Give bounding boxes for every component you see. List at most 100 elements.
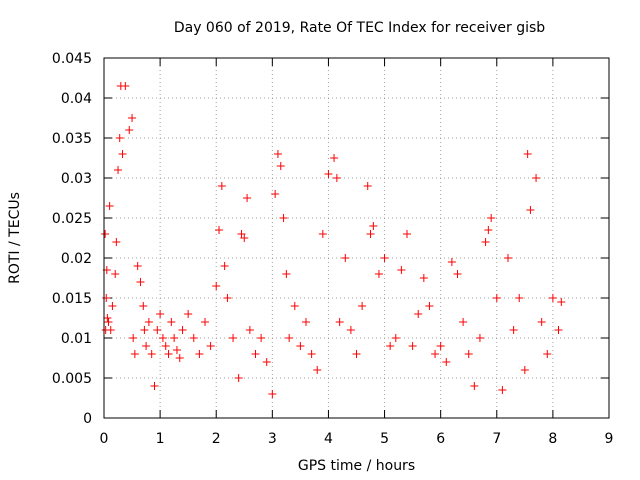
data-point-marker	[142, 342, 151, 350]
data-point-marker	[114, 166, 123, 174]
data-point-marker	[419, 274, 428, 282]
data-point-marker	[201, 318, 209, 326]
data-point-marker	[153, 326, 162, 334]
grid-layer	[104, 58, 609, 418]
data-point-marker	[369, 222, 378, 230]
data-point-marker	[374, 270, 383, 278]
data-point-marker	[436, 342, 445, 350]
data-point-marker	[526, 206, 535, 214]
x-tick-label: 7	[492, 431, 501, 447]
data-point-marker	[115, 134, 124, 142]
data-point-marker	[447, 258, 456, 266]
data-point-marker	[220, 262, 229, 270]
y-tick-label: 0.01	[61, 331, 92, 347]
data-point-marker	[234, 374, 243, 382]
data-point-marker	[341, 254, 350, 262]
plot-area-frame	[103, 57, 610, 419]
x-tick-label: 2	[212, 431, 221, 447]
data-point-marker	[442, 358, 451, 366]
data-point-marker	[459, 318, 468, 326]
data-point-marker	[307, 350, 316, 358]
data-point-marker	[397, 266, 406, 274]
data-point-marker	[243, 194, 252, 202]
x-tick-label: 1	[156, 431, 165, 447]
y-tick-label: 0.025	[52, 211, 92, 227]
data-point-marker	[112, 238, 121, 246]
data-point-marker	[240, 234, 249, 242]
x-tick-label: 9	[605, 431, 614, 447]
data-point-marker	[195, 350, 204, 358]
data-point-marker	[104, 318, 113, 326]
data-point-marker	[296, 342, 305, 350]
data-point-marker	[532, 174, 541, 182]
data-point-marker	[414, 310, 423, 318]
data-point-marker	[175, 354, 184, 362]
data-point-marker	[279, 214, 288, 222]
data-point-marker	[170, 334, 179, 342]
data-point-marker	[431, 350, 440, 358]
data-point-marker	[282, 270, 291, 278]
data-point-marker	[425, 302, 434, 310]
data-point-marker	[102, 294, 111, 302]
data-point-marker	[520, 366, 529, 374]
data-point-marker	[509, 326, 518, 334]
data-point-marker	[268, 390, 277, 398]
data-point-marker	[313, 366, 322, 374]
data-point-marker	[453, 270, 462, 278]
data-point-marker	[156, 310, 165, 318]
data-point-marker	[548, 294, 557, 302]
x-tick-label: 3	[268, 431, 277, 447]
data-point-marker	[273, 150, 282, 158]
data-point-marker	[229, 334, 238, 342]
data-point-marker	[136, 278, 145, 286]
data-point-marker	[178, 326, 187, 334]
data-point-marker	[346, 326, 355, 334]
data-point-marker	[101, 230, 110, 238]
data-point-marker	[330, 154, 339, 162]
x-tick-layer: 0 1 2 3 4 5 6 7 8 9	[100, 58, 614, 447]
data-point-marker	[212, 282, 221, 290]
data-point-marker	[215, 226, 224, 234]
data-point-marker	[130, 350, 139, 358]
data-point-marker	[515, 294, 524, 302]
y-tick-label: 0.015	[52, 291, 92, 307]
data-point-marker	[324, 170, 333, 178]
x-tick-label: 4	[324, 431, 333, 447]
data-point-marker	[380, 254, 389, 262]
data-point-marker	[158, 334, 167, 342]
data-point-marker	[285, 334, 294, 342]
data-point-marker	[332, 174, 341, 182]
data-point-marker	[161, 342, 170, 350]
data-point-marker	[492, 294, 501, 302]
y-axis-label: ROTI / TECUs	[7, 192, 23, 284]
y-tick-layer: 0 0.005 0.01 0.015 0.02 0.025 0.03 0.035 0.04 0.0…	[52, 51, 609, 427]
y-tick-label: 0.005	[52, 371, 92, 387]
data-point-marker	[504, 254, 512, 262]
data-point-marker	[189, 334, 198, 342]
data-point-marker	[276, 162, 285, 170]
data-point-marker	[523, 150, 532, 158]
y-tick-label: 0.045	[52, 51, 92, 67]
data-point-marker	[481, 238, 490, 246]
data-point-marker	[184, 310, 193, 318]
data-point-marker	[121, 82, 130, 90]
data-point-marker	[335, 318, 344, 326]
data-point-marker	[257, 334, 266, 342]
y-tick-label: 0	[83, 411, 92, 427]
data-point-marker	[129, 334, 138, 342]
data-point-marker	[554, 326, 563, 334]
data-point-marker	[108, 302, 117, 310]
data-point-marker	[487, 214, 496, 222]
data-point-marker	[484, 226, 493, 234]
data-point-marker	[133, 262, 142, 270]
data-point-marker	[111, 270, 120, 278]
data-point-marker	[557, 298, 566, 306]
data-point-marker	[543, 350, 552, 358]
points-layer	[101, 82, 566, 398]
data-point-marker	[386, 342, 395, 350]
y-tick-label: 0.03	[61, 171, 92, 187]
x-tick-label: 6	[436, 431, 445, 447]
data-point-marker	[217, 182, 226, 190]
data-point-marker	[475, 334, 484, 342]
data-point-marker	[140, 326, 149, 334]
